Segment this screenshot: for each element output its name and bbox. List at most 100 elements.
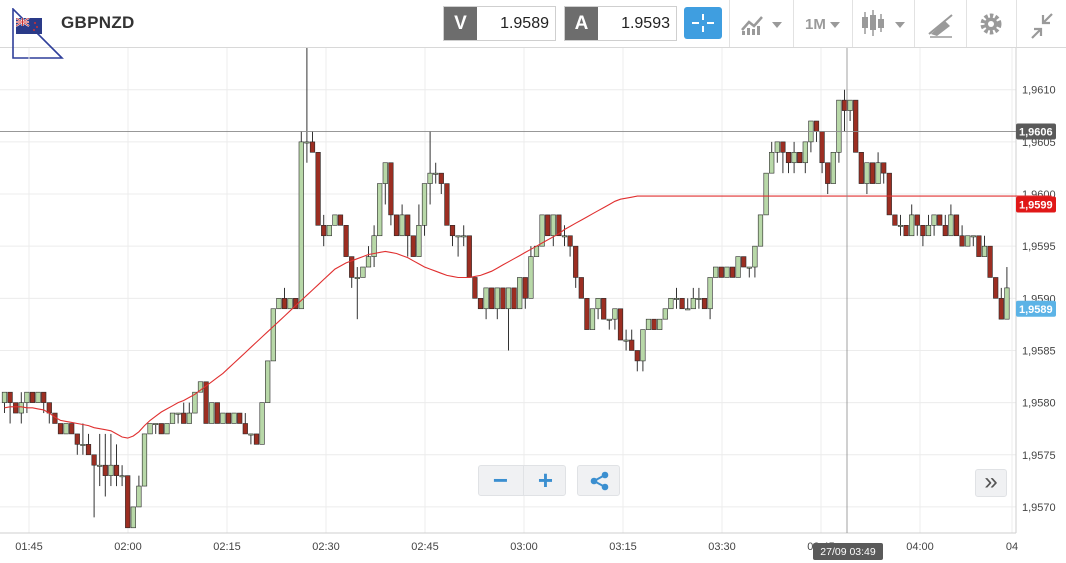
candle-up xyxy=(724,266,730,278)
candle-down xyxy=(903,225,909,237)
y-tick-label: 1,9595 xyxy=(1022,241,1056,253)
bid-value: 1.9589 xyxy=(500,15,549,32)
toolbar-separator xyxy=(1016,0,1017,47)
candle-up xyxy=(371,235,377,257)
toolbar-separator xyxy=(729,0,730,47)
candle-up xyxy=(326,225,332,237)
candle-down xyxy=(225,412,232,424)
symbol-name[interactable]: GBPNZD xyxy=(61,13,135,32)
candle-up xyxy=(713,266,719,278)
candle-down xyxy=(651,318,657,330)
x-tick-label: 03:30 xyxy=(708,541,736,553)
share-button[interactable] xyxy=(577,465,620,496)
candle-up xyxy=(354,277,360,279)
timeframe-dropdown[interactable]: 1M xyxy=(797,4,849,44)
candle-down xyxy=(69,423,75,435)
crosshair-price-tag-box xyxy=(1016,123,1056,140)
candle-up xyxy=(147,423,153,435)
x-tick-label: 04:00 xyxy=(906,541,934,553)
candle-down xyxy=(998,298,1004,320)
candle-up xyxy=(735,256,741,278)
candle-down xyxy=(914,214,920,226)
candle-up xyxy=(276,298,282,310)
candle-up xyxy=(97,464,103,467)
candle-down xyxy=(942,225,948,237)
candle-down xyxy=(343,225,349,257)
candle-up xyxy=(259,402,265,445)
candle-down xyxy=(102,464,108,476)
x-tick-label: 03:00 xyxy=(510,541,538,553)
candle-up xyxy=(461,235,467,238)
candle-down xyxy=(959,235,965,247)
y-tick-label: 1,9570 xyxy=(1022,502,1056,514)
scroll-to-latest-button[interactable]: » xyxy=(975,469,1007,497)
symbol-flag-area xyxy=(12,8,64,60)
candle-up xyxy=(774,141,780,153)
candle-up xyxy=(769,152,775,174)
bid-price-button[interactable]: V 1.9589 xyxy=(443,6,556,41)
zoom-in-button[interactable]: + xyxy=(523,466,567,495)
candle-up xyxy=(909,214,915,237)
candle-up xyxy=(864,162,870,184)
candle-down xyxy=(472,277,478,299)
candle-up xyxy=(231,412,237,424)
candlestick-icon xyxy=(862,10,884,36)
candle-down xyxy=(937,214,943,226)
zoom-out-button[interactable]: − xyxy=(492,465,509,495)
candle-down xyxy=(349,256,355,278)
candle-up xyxy=(830,152,836,184)
candle-down xyxy=(388,162,394,216)
crosshair-button[interactable] xyxy=(684,7,722,39)
chart-toolbar: GBPNZD V 1.9589 A 1.9593 1M xyxy=(0,0,1066,59)
candle-down xyxy=(567,235,573,247)
ma-price-tag-box xyxy=(1016,196,1056,213)
y-tick-label: 1,9610 xyxy=(1022,85,1056,97)
candle-up xyxy=(186,412,192,424)
candle-up xyxy=(746,266,752,269)
toolbar-separator xyxy=(793,0,794,47)
candle-up xyxy=(623,339,629,342)
crosshair-icon xyxy=(692,14,714,32)
candle-down xyxy=(444,183,450,226)
candle-up xyxy=(539,214,545,247)
bid-label: V xyxy=(444,7,477,40)
candle-down xyxy=(281,298,288,310)
candle-up xyxy=(169,412,176,424)
ask-value: 1.9593 xyxy=(621,15,670,32)
candle-down xyxy=(785,152,792,164)
settings-button[interactable] xyxy=(975,4,1007,44)
candle-down xyxy=(601,298,607,320)
current-price-tag-box xyxy=(1016,300,1056,317)
y-tick-label: 1,9575 xyxy=(1022,450,1056,462)
collapse-button[interactable] xyxy=(1026,4,1058,44)
candle-down xyxy=(91,454,97,466)
candle-up xyxy=(657,318,663,330)
candle-down xyxy=(780,141,786,153)
candle-up xyxy=(377,183,383,237)
x-tick-label: 04 xyxy=(1006,541,1018,553)
candle-down xyxy=(617,308,624,341)
candle-down xyxy=(7,391,13,403)
candle-up xyxy=(35,391,41,403)
candle-down xyxy=(920,225,926,237)
candle-up xyxy=(757,214,764,247)
chevron-down-icon xyxy=(772,22,782,28)
price-chart[interactable]: 1,95701,95751,95801,95851,95901,95951,96… xyxy=(0,48,1066,563)
candle-up xyxy=(925,225,932,237)
candle-down xyxy=(181,412,187,424)
candle-up xyxy=(287,298,293,310)
candle-down xyxy=(522,277,528,299)
chevron-down-icon xyxy=(830,22,840,28)
drawing-tools-button[interactable] xyxy=(925,4,961,44)
indicators-button[interactable] xyxy=(738,4,788,44)
ask-price-button[interactable]: A 1.9593 xyxy=(564,6,677,41)
toolbar-separator xyxy=(914,0,915,47)
candle-up xyxy=(455,235,461,238)
candle-up xyxy=(421,183,428,226)
candle-up xyxy=(1004,287,1010,320)
candle-down xyxy=(321,225,327,237)
y-tick-label: 1,9580 xyxy=(1022,398,1056,410)
chart-type-button[interactable] xyxy=(858,4,910,44)
indicators-icon xyxy=(741,16,763,35)
toolbar-separator xyxy=(852,0,853,47)
